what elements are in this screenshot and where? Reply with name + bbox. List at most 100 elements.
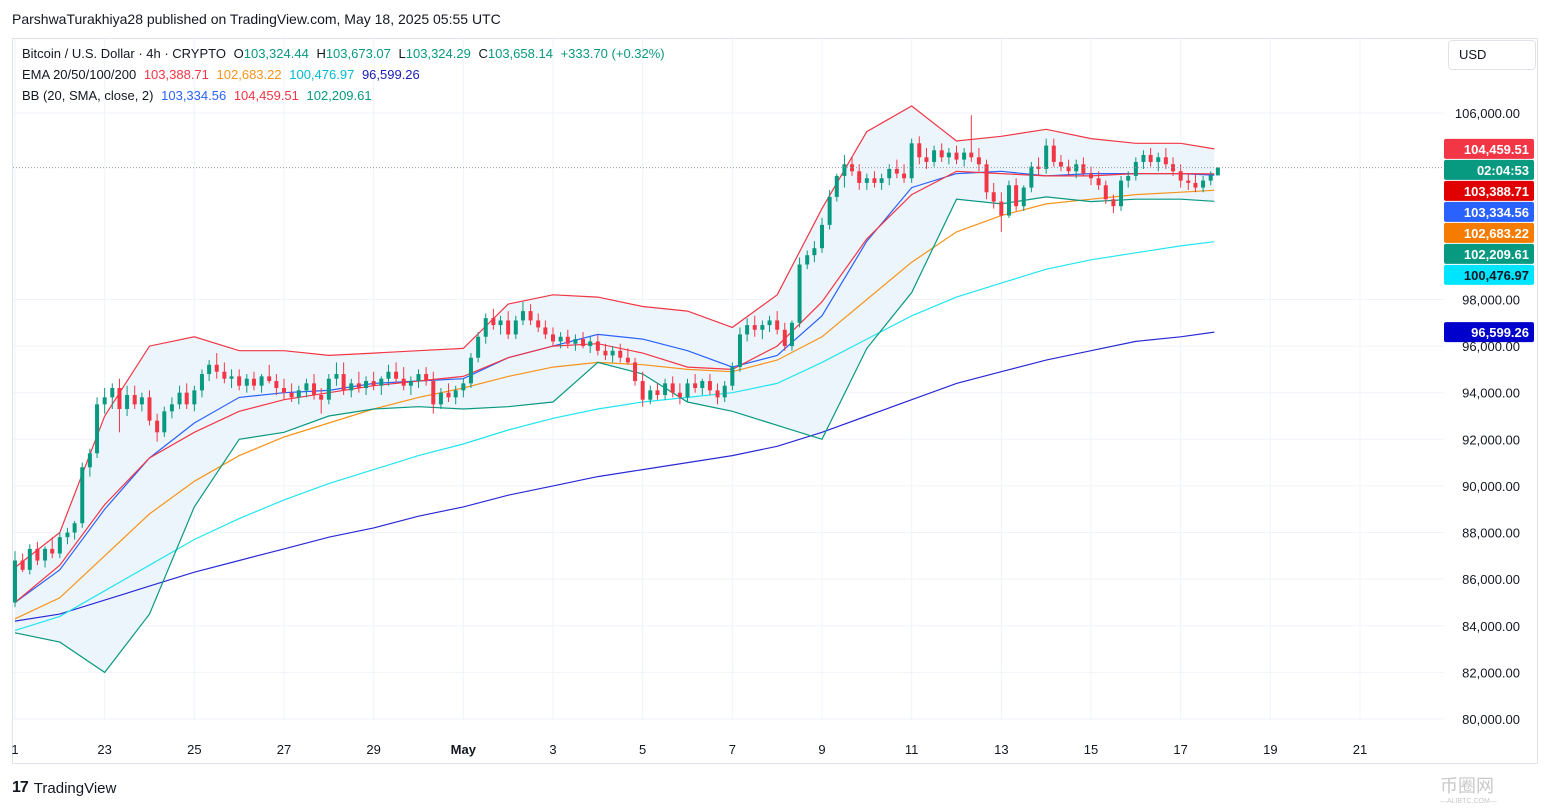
price-badge-label: 102,683.22	[1464, 226, 1529, 241]
candle-body	[1201, 180, 1206, 188]
candle-body	[909, 143, 914, 179]
candle-body	[1051, 145, 1056, 162]
candle	[1201, 175, 1206, 193]
candle	[483, 313, 488, 344]
x-tick-label: 17	[1173, 742, 1187, 757]
candle-body	[117, 388, 122, 410]
candle-body	[528, 311, 533, 321]
candle	[782, 322, 787, 351]
candle-body	[237, 376, 242, 386]
tradingview-logo[interactable]: 17 TradingView	[12, 779, 116, 797]
candle	[850, 157, 855, 176]
candle-body	[110, 388, 115, 398]
candle	[177, 385, 182, 410]
candle	[244, 374, 249, 393]
candle	[618, 343, 623, 363]
candle-body	[1126, 175, 1131, 181]
x-tick-label: 7	[729, 742, 736, 757]
ema100-line	[14, 241, 1215, 631]
candle	[1208, 171, 1213, 186]
candle-body	[461, 383, 466, 391]
candle	[1156, 152, 1161, 172]
candle-body	[1074, 164, 1079, 172]
candle-body	[251, 378, 256, 386]
legend-bb-name: BB (20, SMA, close, 2)	[22, 88, 154, 103]
candle-body	[95, 404, 100, 454]
candle-body	[1089, 173, 1093, 179]
candle-body	[954, 152, 959, 160]
candle-body	[610, 350, 615, 356]
candlesticks	[13, 115, 1220, 608]
candle	[1186, 173, 1191, 190]
candle	[312, 374, 317, 400]
candle-body	[797, 264, 802, 323]
candle	[446, 383, 451, 403]
candle	[663, 378, 668, 400]
currency-button[interactable]: USD	[1448, 40, 1536, 70]
candle	[939, 143, 944, 162]
candle	[520, 301, 525, 326]
candle	[1074, 159, 1079, 179]
candle-body	[326, 378, 331, 400]
candle	[827, 189, 832, 230]
candle-body	[984, 164, 989, 193]
candle-body	[356, 383, 361, 389]
candle-body	[1208, 175, 1213, 181]
price-badge-label: 100,476.97	[1464, 268, 1529, 283]
candle	[1141, 150, 1146, 169]
candle-body	[737, 334, 742, 368]
candle	[693, 374, 698, 393]
candle-body	[1111, 199, 1116, 207]
y-tick-label: 90,000.00	[1462, 479, 1520, 494]
candle-body	[1006, 185, 1011, 216]
candle-body	[1066, 166, 1071, 172]
y-tick-label: 94,000.00	[1462, 386, 1520, 401]
candle-body	[812, 248, 817, 256]
x-tick-label: May	[451, 742, 477, 757]
legend-change: +333.70 (+0.32%)	[560, 46, 665, 61]
price-badge-bg	[1444, 138, 1534, 159]
candle-body	[976, 157, 981, 165]
candle-body	[13, 560, 17, 603]
candle	[222, 362, 227, 384]
candle	[857, 164, 862, 190]
candle	[57, 532, 62, 559]
candle-body	[752, 325, 757, 330]
candle-body	[991, 192, 996, 202]
candle	[730, 362, 735, 391]
legend-low-value: 103,324.29	[405, 46, 471, 61]
candle	[1021, 185, 1026, 211]
candle-body	[304, 383, 309, 391]
candle	[282, 378, 286, 400]
y-tick-label: 98,000.00	[1462, 292, 1520, 307]
candle	[543, 320, 548, 340]
candle-body	[775, 320, 780, 330]
candle	[356, 371, 361, 393]
x-tick-label: 1	[11, 742, 18, 757]
candle	[1163, 147, 1168, 169]
candle	[13, 551, 17, 608]
candle-body	[932, 150, 937, 162]
candle	[1006, 180, 1011, 218]
candle-body	[565, 336, 570, 344]
candle-body	[595, 341, 600, 351]
candle	[976, 147, 981, 172]
candle	[371, 371, 376, 391]
candle	[43, 546, 48, 568]
candle-body	[491, 318, 496, 326]
chart-pane[interactable]	[12, 38, 1538, 764]
candle-body	[132, 395, 137, 405]
legend-low-label: L	[398, 46, 406, 61]
candle	[1089, 166, 1093, 186]
price-badge-bg	[1444, 159, 1534, 180]
candle	[1193, 173, 1198, 193]
candle	[289, 383, 294, 403]
legend-high-value: 103,673.07	[325, 46, 391, 61]
candle	[715, 383, 720, 405]
candle-body	[27, 548, 32, 570]
candle	[1215, 167, 1220, 176]
candle	[812, 241, 817, 263]
candle	[184, 383, 189, 410]
candle	[842, 154, 847, 188]
